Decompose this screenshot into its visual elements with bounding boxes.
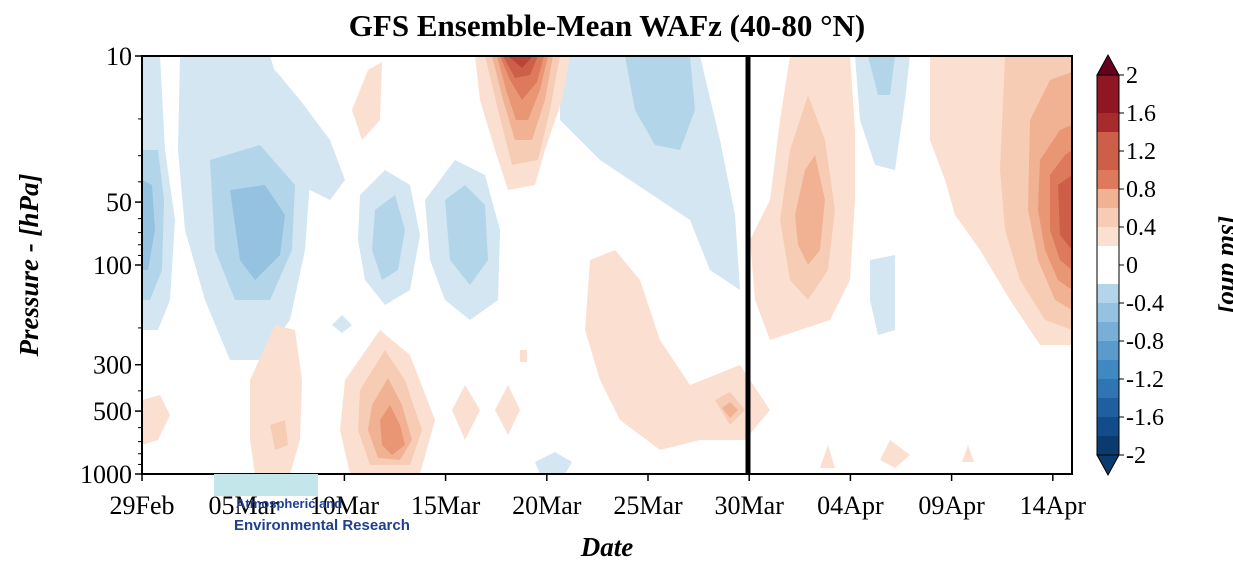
contour-neg-april	[868, 56, 895, 95]
chart-title: GFS Ensemble-Mean WAFz (40-80 °N)	[349, 8, 865, 43]
colorbar-bin	[1097, 417, 1119, 437]
x-tick-label: 09Apr	[918, 491, 985, 520]
contour-neg-mid	[332, 315, 352, 333]
contour-pos-april	[880, 440, 910, 468]
contour-pos-bottom	[380, 405, 405, 455]
colorbar-bin	[1097, 208, 1119, 228]
y-tick-label: 300	[93, 351, 132, 380]
colorbar-label: [std ano]	[1216, 216, 1233, 314]
contour-neg-mid	[275, 70, 345, 200]
contour-field	[142, 56, 1072, 474]
contour-pos-april	[962, 445, 974, 462]
contour-pos-bottom	[142, 395, 170, 445]
colorbar-bin	[1097, 113, 1119, 133]
colorbar-bin	[1097, 341, 1119, 361]
colorbar-bin	[1097, 246, 1119, 266]
colorbar-tick-label: 1.6	[1126, 101, 1156, 127]
contour-neg-left	[142, 180, 155, 270]
contour-pos-bottom	[250, 325, 302, 474]
colorbar-bin	[1097, 284, 1119, 304]
contour-pos-right	[1058, 175, 1072, 250]
y-tick-label: 50	[106, 188, 132, 217]
colorbar-bin	[1097, 360, 1119, 380]
colorbar-tick-label: -1.6	[1126, 405, 1164, 431]
contour-neg-late-march	[560, 56, 740, 290]
colorbar-bin	[1097, 189, 1119, 209]
contour-pos-april	[520, 350, 527, 362]
x-tick-label: 04Apr	[817, 491, 884, 520]
contour-pos-bottom	[452, 385, 480, 440]
contour-neg-april	[855, 56, 910, 170]
colorbar-bin	[1097, 170, 1119, 190]
colorbar-bin	[1097, 303, 1119, 323]
contour-neg-bottom	[535, 452, 572, 474]
x-tick-label: 20Mar	[512, 491, 582, 520]
watermark: Atmospheric and Environmental Research	[214, 474, 410, 534]
colorbar-bin	[1097, 322, 1119, 342]
watermark-line1: Atmospheric and	[236, 496, 342, 511]
colorbar-bin	[1097, 379, 1119, 399]
contour-pos-bottom	[270, 420, 288, 450]
x-axis: 29Feb 05Mar 10Mar 15Mar 20Mar 25Mar 30Mar 04Apr…	[110, 474, 1087, 520]
colorbar-bin	[1097, 227, 1119, 247]
colorbar-tick-label: 2	[1126, 63, 1138, 89]
contour-pos-top	[503, 56, 538, 78]
contour-pos-top	[352, 62, 382, 140]
x-tick-label: 30Mar	[715, 491, 785, 520]
colorbar-bin	[1097, 151, 1119, 171]
colorbar-bin	[1097, 75, 1119, 95]
colorbar-bin	[1097, 436, 1119, 456]
contour-neg-late-march	[625, 56, 695, 150]
contour-pos-top	[508, 56, 533, 68]
colorbar: 2 1.6 1.2 0.8 0.4 0 -0.4 -0.8 -1.2 -1.6 -2	[1096, 53, 1164, 477]
x-tick-label: 15Mar	[411, 491, 481, 520]
y-tick-label: 100	[93, 251, 132, 280]
contour-neg-early-march	[230, 185, 285, 280]
contour-pos-bottom	[495, 385, 520, 435]
colorbar-extend-top	[1096, 53, 1120, 76]
y-axis-label: Pressure - [hPa]	[14, 174, 44, 358]
y-tick-label: 500	[93, 397, 132, 426]
colorbar-bin	[1097, 398, 1119, 418]
contour-neg-april	[870, 255, 895, 335]
colorbar-tick-label: 0	[1126, 253, 1138, 279]
colorbar-tick-label: 0.8	[1126, 177, 1156, 203]
colorbar-tick-label: 0.4	[1126, 215, 1156, 241]
plot-area	[141, 55, 1073, 475]
contour-neg-mid	[445, 185, 488, 285]
colorbar-extend-bottom	[1096, 454, 1120, 477]
x-axis-label: Date	[580, 532, 634, 561]
y-tick-label: 1000	[80, 460, 132, 489]
contour-pos-april	[795, 155, 825, 265]
x-tick-label: 14Apr	[1020, 491, 1087, 520]
colorbar-bin	[1097, 265, 1119, 285]
x-tick-label: 10Mar	[310, 491, 380, 520]
colorbar-tick-label: -2	[1126, 443, 1146, 469]
watermark-background	[214, 474, 318, 496]
contour-pos-late-march	[722, 402, 738, 418]
y-tick-label: 10	[106, 42, 132, 71]
y-axis: 10 50 100 300 500 1000	[80, 42, 142, 489]
x-tick-label: 29Feb	[110, 491, 175, 520]
colorbar-bin	[1097, 94, 1119, 114]
colorbar-tick-label: -0.8	[1126, 329, 1164, 355]
contour-pos-april	[820, 445, 835, 468]
colorbar-tick-label: -0.4	[1126, 291, 1164, 317]
colorbar-tick-label: 1.2	[1126, 139, 1156, 165]
colorbar-tick-label: -1.2	[1126, 367, 1164, 393]
contour-neg-mid	[372, 195, 405, 280]
colorbar-bin	[1097, 132, 1119, 152]
x-tick-label: 25Mar	[613, 491, 683, 520]
watermark-line2: Environmental Research	[234, 517, 410, 534]
